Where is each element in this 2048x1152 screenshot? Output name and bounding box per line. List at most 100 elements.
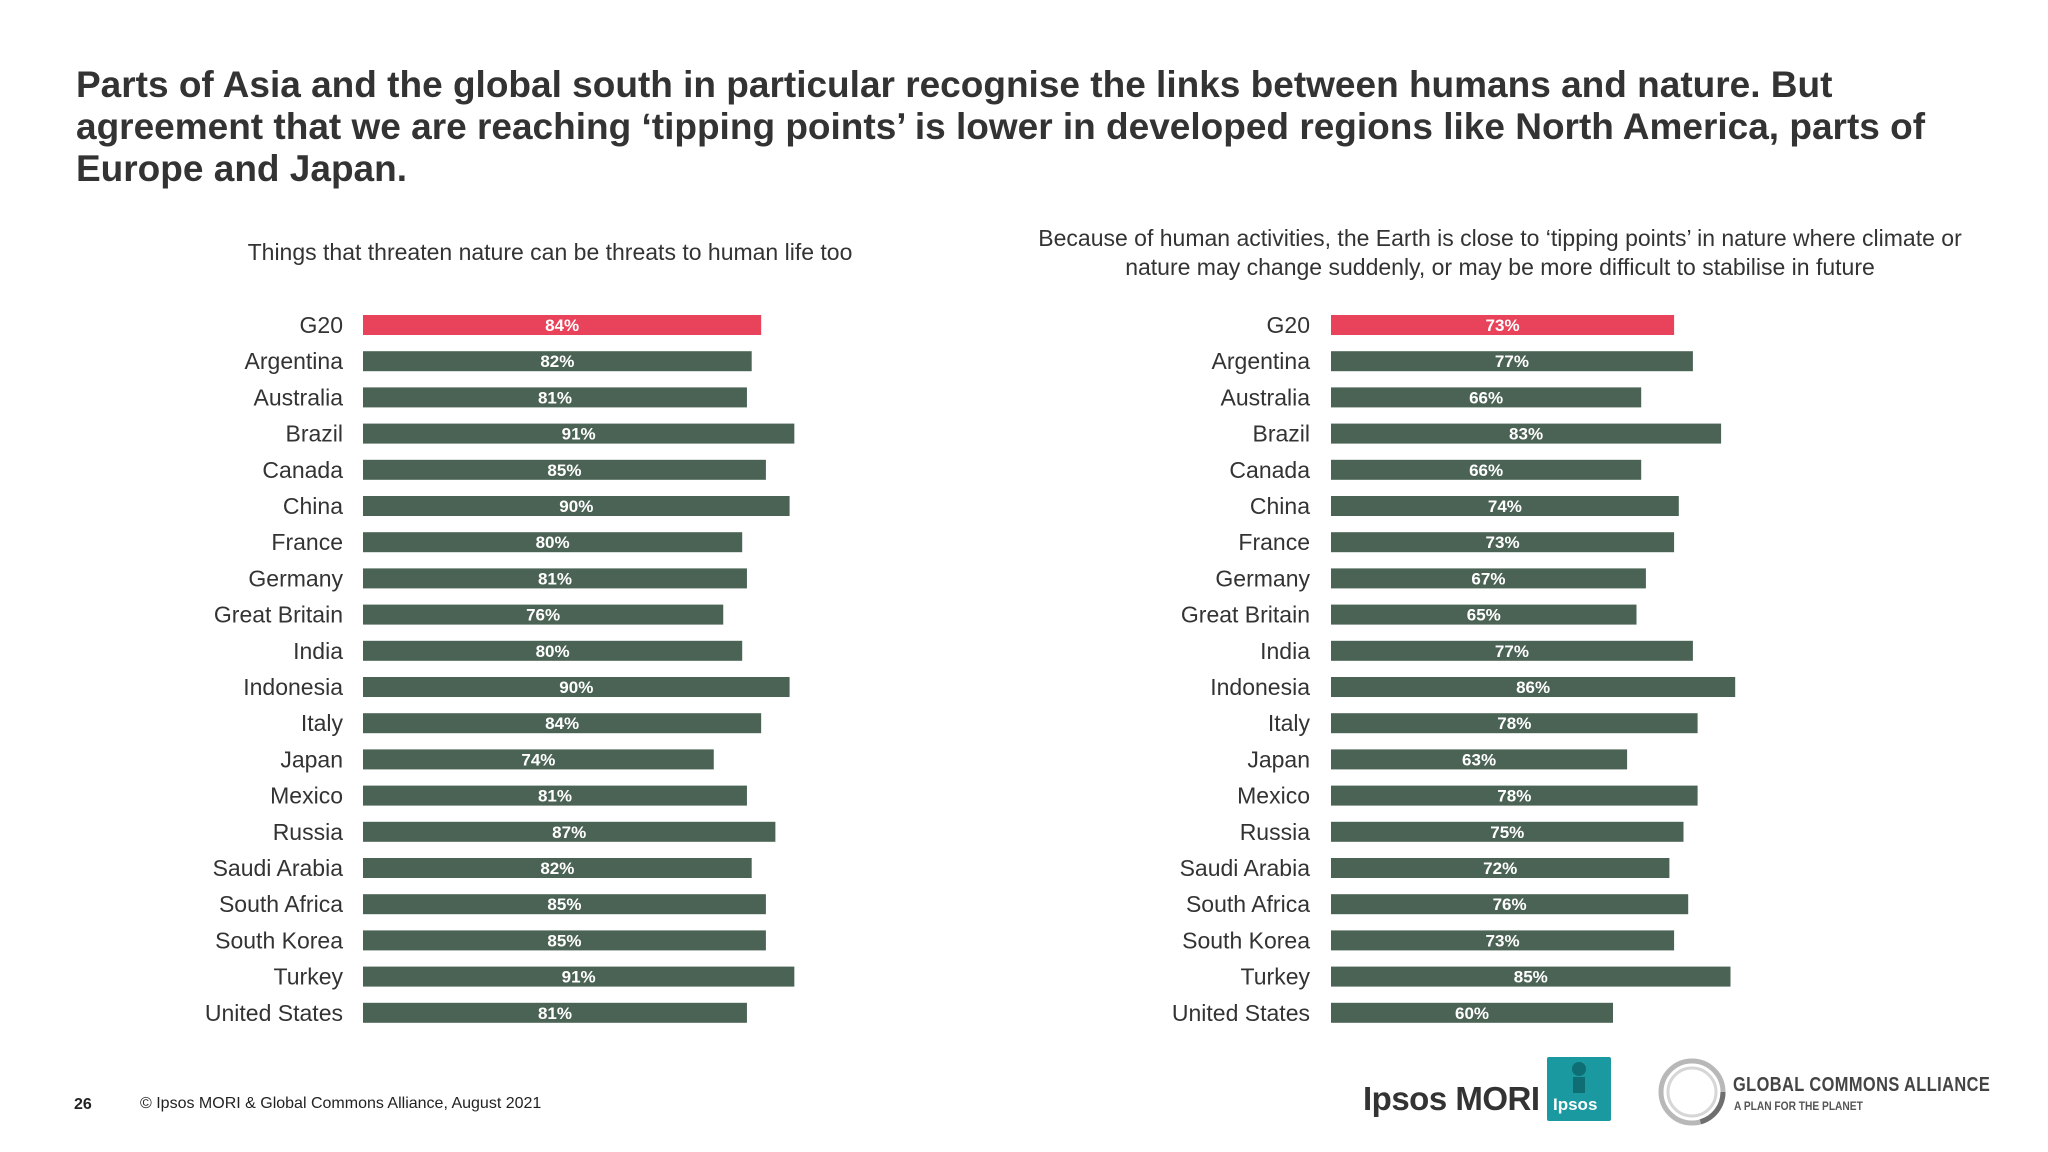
right-bar: [1331, 568, 1646, 589]
left-bar-value-label: 82%: [540, 352, 574, 371]
left-category-label: Argentina: [245, 348, 344, 374]
gca-logo-tagline: A PLAN FOR THE PLANET: [1734, 1099, 1863, 1113]
left-category-label: India: [293, 638, 343, 664]
right-bar-value-label: 83%: [1509, 425, 1543, 444]
right-bar-value-label: 86%: [1516, 678, 1550, 697]
right-bar-value-label: 66%: [1469, 388, 1503, 407]
left-bar-value-label: 91%: [562, 425, 596, 444]
right-category-label: G20: [1267, 312, 1310, 338]
left-category-label: Indonesia: [243, 674, 343, 700]
right-category-label: India: [1260, 638, 1310, 664]
global-commons-ring-icon: [1658, 1058, 1726, 1126]
left-bar-value-label: 91%: [562, 968, 596, 987]
left-bar: [363, 677, 790, 697]
right-category-label: Indonesia: [1210, 674, 1310, 700]
right-category-label: Germany: [1215, 565, 1310, 591]
right-bar-value-label: 72%: [1483, 859, 1517, 878]
right-bar: [1331, 423, 1722, 444]
right-bar: [1331, 785, 1698, 806]
left-bar: [363, 315, 762, 335]
left-bar: [363, 966, 795, 987]
left-bar: [363, 496, 790, 516]
left-category-label: Saudi Arabia: [213, 855, 344, 881]
right-category-label: Italy: [1268, 710, 1311, 736]
right-bar-value-label: 75%: [1490, 823, 1524, 842]
right-category-label: Japan: [1247, 746, 1310, 772]
right-bar: [1331, 1002, 1613, 1023]
right-bar: [1331, 496, 1679, 516]
right-bar-value-label: 73%: [1486, 316, 1520, 335]
left-bar-value-label: 82%: [540, 859, 574, 878]
left-category-label: Germany: [248, 565, 343, 591]
left-bar-chart: G20 84% Argentina 82% Australia 81% Brazil 91% C…: [205, 312, 795, 1026]
left-bar: [363, 351, 752, 372]
copyright-text: © Ipsos MORI & Global Commons Alliance, …: [140, 1095, 542, 1112]
right-bar-value-label: 63%: [1462, 750, 1496, 769]
right-bar: [1331, 387, 1642, 408]
right-bar: [1331, 640, 1693, 661]
left-category-label: Brazil: [285, 421, 343, 447]
left-bar-value-label: 81%: [538, 787, 572, 806]
right-chart-title: Because of human activities, the Earth i…: [1038, 225, 1962, 280]
right-category-label: Australia: [1221, 384, 1311, 410]
left-bar-value-label: 87%: [552, 823, 586, 842]
right-bar: [1331, 713, 1698, 734]
right-category-label: Brazil: [1252, 421, 1310, 447]
right-bar: [1331, 604, 1637, 625]
right-category-label: Russia: [1240, 819, 1311, 845]
right-category-label: Canada: [1229, 457, 1310, 483]
left-bar: [363, 423, 795, 444]
right-bar-value-label: 78%: [1497, 714, 1531, 733]
right-bar-value-label: 67%: [1471, 569, 1505, 588]
left-bar: [363, 459, 766, 480]
left-category-label: Russia: [273, 819, 344, 845]
left-bar: [363, 749, 714, 770]
left-bar: [363, 858, 752, 878]
right-category-label: United States: [1172, 1000, 1310, 1026]
left-bar: [363, 640, 743, 661]
right-bar: [1331, 315, 1675, 335]
left-bar-value-label: 76%: [526, 606, 560, 625]
left-category-label: South Korea: [215, 927, 343, 953]
left-bar-value-label: 85%: [547, 931, 581, 950]
left-bar-value-label: 74%: [521, 750, 555, 769]
left-bar: [363, 1002, 747, 1023]
right-bar: [1331, 749, 1628, 770]
left-category-label: G20: [300, 312, 343, 338]
left-bar: [363, 387, 747, 408]
right-bar-value-label: 65%: [1467, 606, 1501, 625]
left-category-label: Turkey: [274, 964, 344, 990]
ipsos-logo-label: Ipsos: [1553, 1095, 1598, 1114]
right-bar-value-label: 73%: [1486, 931, 1520, 950]
right-category-label: South Africa: [1186, 891, 1310, 917]
right-bar-value-label: 78%: [1497, 787, 1531, 806]
left-category-label: Canada: [262, 457, 343, 483]
right-bar-value-label: 77%: [1495, 642, 1529, 661]
right-bar-value-label: 66%: [1469, 461, 1503, 480]
right-bar: [1331, 677, 1736, 697]
left-bar-value-label: 81%: [538, 388, 572, 407]
left-bar-value-label: 81%: [538, 1004, 572, 1023]
left-category-label: Japan: [280, 746, 343, 772]
left-category-label: China: [283, 493, 343, 519]
left-bar-value-label: 90%: [559, 497, 593, 516]
left-bar-value-label: 85%: [547, 895, 581, 914]
left-bar-value-label: 90%: [559, 678, 593, 697]
left-category-label: South Africa: [219, 891, 343, 917]
left-bar: [363, 532, 743, 553]
left-category-label: United States: [205, 1000, 343, 1026]
left-bar-value-label: 85%: [547, 461, 581, 480]
left-category-label: Mexico: [270, 783, 343, 809]
left-category-label: France: [271, 529, 343, 555]
right-category-label: China: [1250, 493, 1310, 519]
right-category-label: Great Britain: [1181, 602, 1310, 628]
right-bar-value-label: 73%: [1486, 533, 1520, 552]
right-bar: [1331, 966, 1731, 987]
ipsos-figure-icon: [1572, 1062, 1586, 1093]
right-bar: [1331, 894, 1689, 915]
right-bar: [1331, 351, 1693, 372]
right-bar-value-label: 76%: [1493, 895, 1527, 914]
left-bar: [363, 604, 724, 625]
left-category-label: Great Britain: [214, 602, 343, 628]
right-bar: [1331, 532, 1675, 553]
